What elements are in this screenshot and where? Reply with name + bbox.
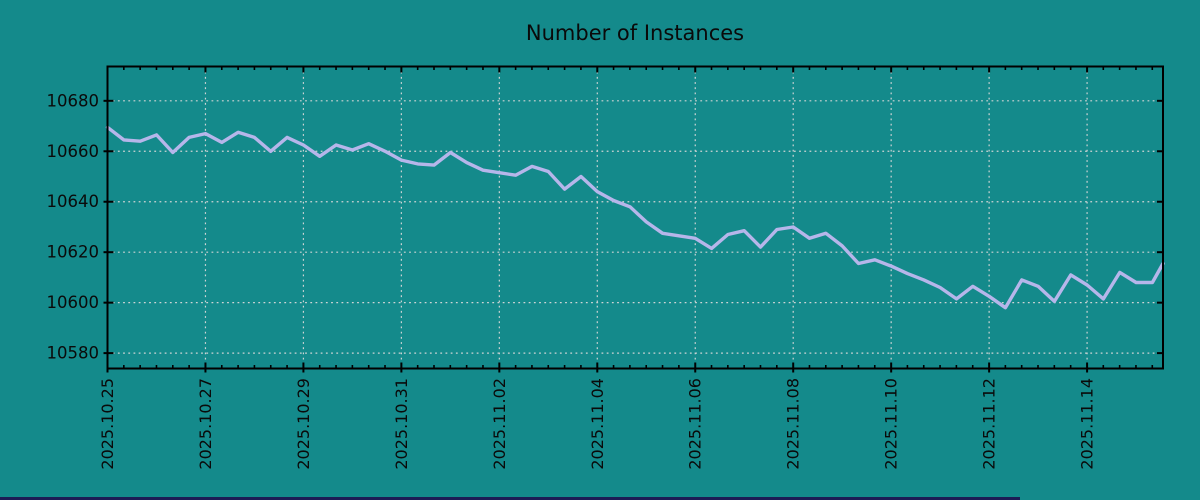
bottom-edge-bar <box>0 497 1020 500</box>
x-tick-label: 2025.10.27 <box>196 378 215 470</box>
y-tick-label: 10640 <box>47 192 100 211</box>
plot-border <box>106 65 1164 370</box>
series-line <box>105 125 1165 310</box>
y-tick-label: 10600 <box>47 293 100 312</box>
x-tick-label: 2025.11.04 <box>588 378 607 470</box>
x-tick-label: 2025.11.06 <box>686 378 705 470</box>
y-axis-labels: 10580 10600 10620 10640 10660 10680 <box>47 91 100 362</box>
y-tick-label: 10660 <box>47 142 100 161</box>
x-tick-label: 2025.11.08 <box>784 378 803 470</box>
series-layer <box>105 125 1165 310</box>
x-tick-label: 2025.11.02 <box>490 378 509 470</box>
gridlines-layer <box>106 66 1163 369</box>
x-tick-label: 2025.10.25 <box>98 378 117 470</box>
ticks-layer <box>103 66 1163 373</box>
x-tick-label: 2025.11.14 <box>1078 378 1097 470</box>
y-tick-label: 10580 <box>47 344 100 363</box>
y-tick-label: 10620 <box>47 243 100 262</box>
chart-title: Number of Instances <box>526 21 744 45</box>
x-tick-label: 2025.10.29 <box>294 378 313 470</box>
x-tick-label: 2025.11.12 <box>980 378 999 470</box>
x-tick-label: 2025.11.10 <box>882 378 901 470</box>
y-tick-label: 10680 <box>47 91 100 110</box>
x-axis-labels: 2025.10.25 2025.10.27 2025.10.29 2025.10.31… <box>98 378 1097 470</box>
x-tick-label: 2025.10.31 <box>392 378 411 470</box>
